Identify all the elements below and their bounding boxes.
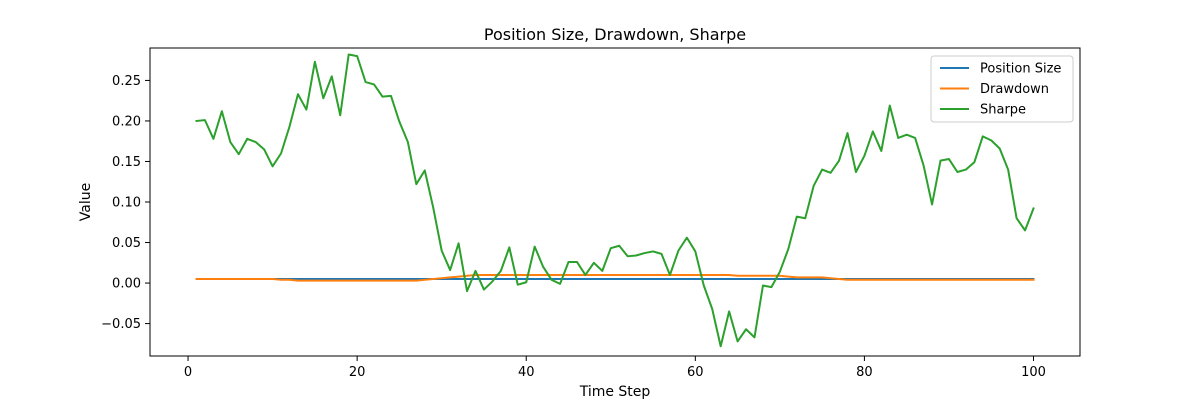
x-tick-label: 20 (349, 365, 366, 380)
y-tick-label: 0.05 (112, 236, 141, 251)
y-tick-label: 0.20 (112, 114, 141, 129)
y-tick-label: 0.15 (112, 155, 141, 170)
legend-entry: Drawdown (980, 82, 1049, 97)
x-tick-label: 0 (184, 365, 192, 380)
chart-title: Position Size, Drawdown, Sharpe (484, 25, 746, 44)
series-line-sharpe (195, 53, 1035, 348)
x-axis-label: Time Step (579, 384, 651, 400)
plot-area: 0 20 40 60 80 100 −0.05 0.00 0.05 0.10 0.15 0.20 0.2… (101, 47, 1081, 380)
x-tick-label: 60 (687, 365, 704, 380)
y-tick-label: 0.25 (112, 74, 141, 89)
legend-entry: Position Size (980, 62, 1061, 77)
y-tick-label: 0.10 (112, 196, 141, 211)
y-axis-label: Value (78, 183, 94, 221)
x-tick-label: 80 (856, 365, 873, 380)
legend-entry: Sharpe (980, 103, 1026, 118)
y-tick-label: 0.00 (112, 277, 141, 292)
series-line-drawdown (195, 273, 1035, 282)
y-tick-label: −0.05 (101, 317, 141, 332)
x-tick-label: 100 (1021, 365, 1046, 380)
legend-box (930, 55, 1074, 123)
legend: Position Size Drawdown Sharpe (930, 55, 1074, 123)
x-tick-label: 40 (518, 365, 535, 380)
